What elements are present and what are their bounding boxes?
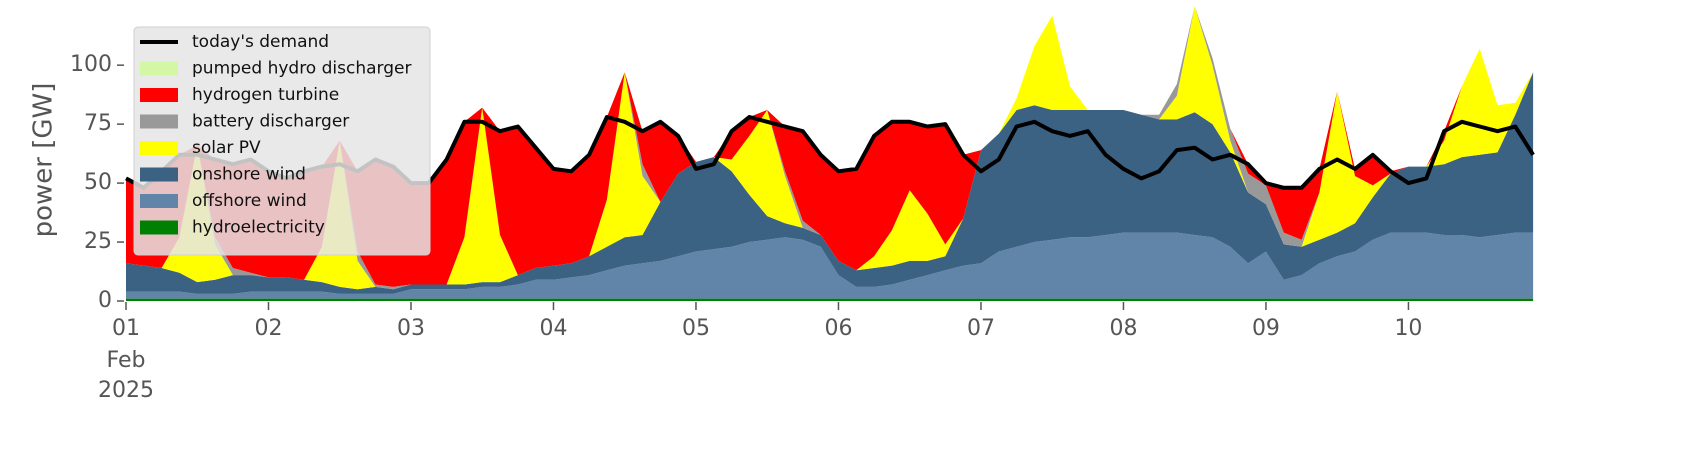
legend-label: pumped hydro discharger [192,59,411,79]
legend-label: offshore wind [192,191,307,211]
x-tick-label: 01 [112,316,140,341]
x-tick-label: 09 [1252,316,1280,341]
legend-swatch [140,141,178,155]
legend: today's demand pumped hydro discharger hyd… [133,26,431,256]
legend-swatch [140,194,178,208]
legend-swatch [140,88,178,102]
legend-swatch [140,61,178,76]
area [126,6,1534,287]
y-tick-label: 50 [84,170,112,195]
legend-box [133,26,431,256]
x-tick-label: 08 [1109,316,1137,341]
x-tick-label: 10 [1394,316,1422,341]
legend-label: onshore wind [192,165,306,185]
x-tick-label: 07 [967,316,995,341]
x-tick-label: 06 [824,316,852,341]
legend-label: today's demand [192,32,329,52]
y-tick-label: 100 [70,52,112,77]
legend-label: battery discharger [192,112,349,132]
area [126,232,1534,299]
area [126,298,1534,301]
x-tick-sublabel: 2025 [98,378,154,403]
legend-swatch [140,114,178,129]
x-tick-sublabel: Feb [107,348,146,373]
x-tick-label: 03 [397,316,425,341]
area [126,6,1534,290]
legend-label: solar PV [192,138,261,158]
legend-swatch [140,167,178,182]
y-tick-label: 25 [84,229,112,254]
y-axis-label: power [GW] [29,83,59,238]
x-tick-label: 02 [254,316,282,341]
area [126,72,1534,294]
x-tick-label: 05 [682,316,710,341]
y-tick-label: 75 [84,111,112,136]
x-tick-label: 04 [539,316,567,341]
legend-label: hydroelectricity [192,218,325,238]
y-tick-label: 0 [98,288,112,313]
legend-swatch [140,220,178,235]
legend-label: hydrogen turbine [192,85,339,105]
